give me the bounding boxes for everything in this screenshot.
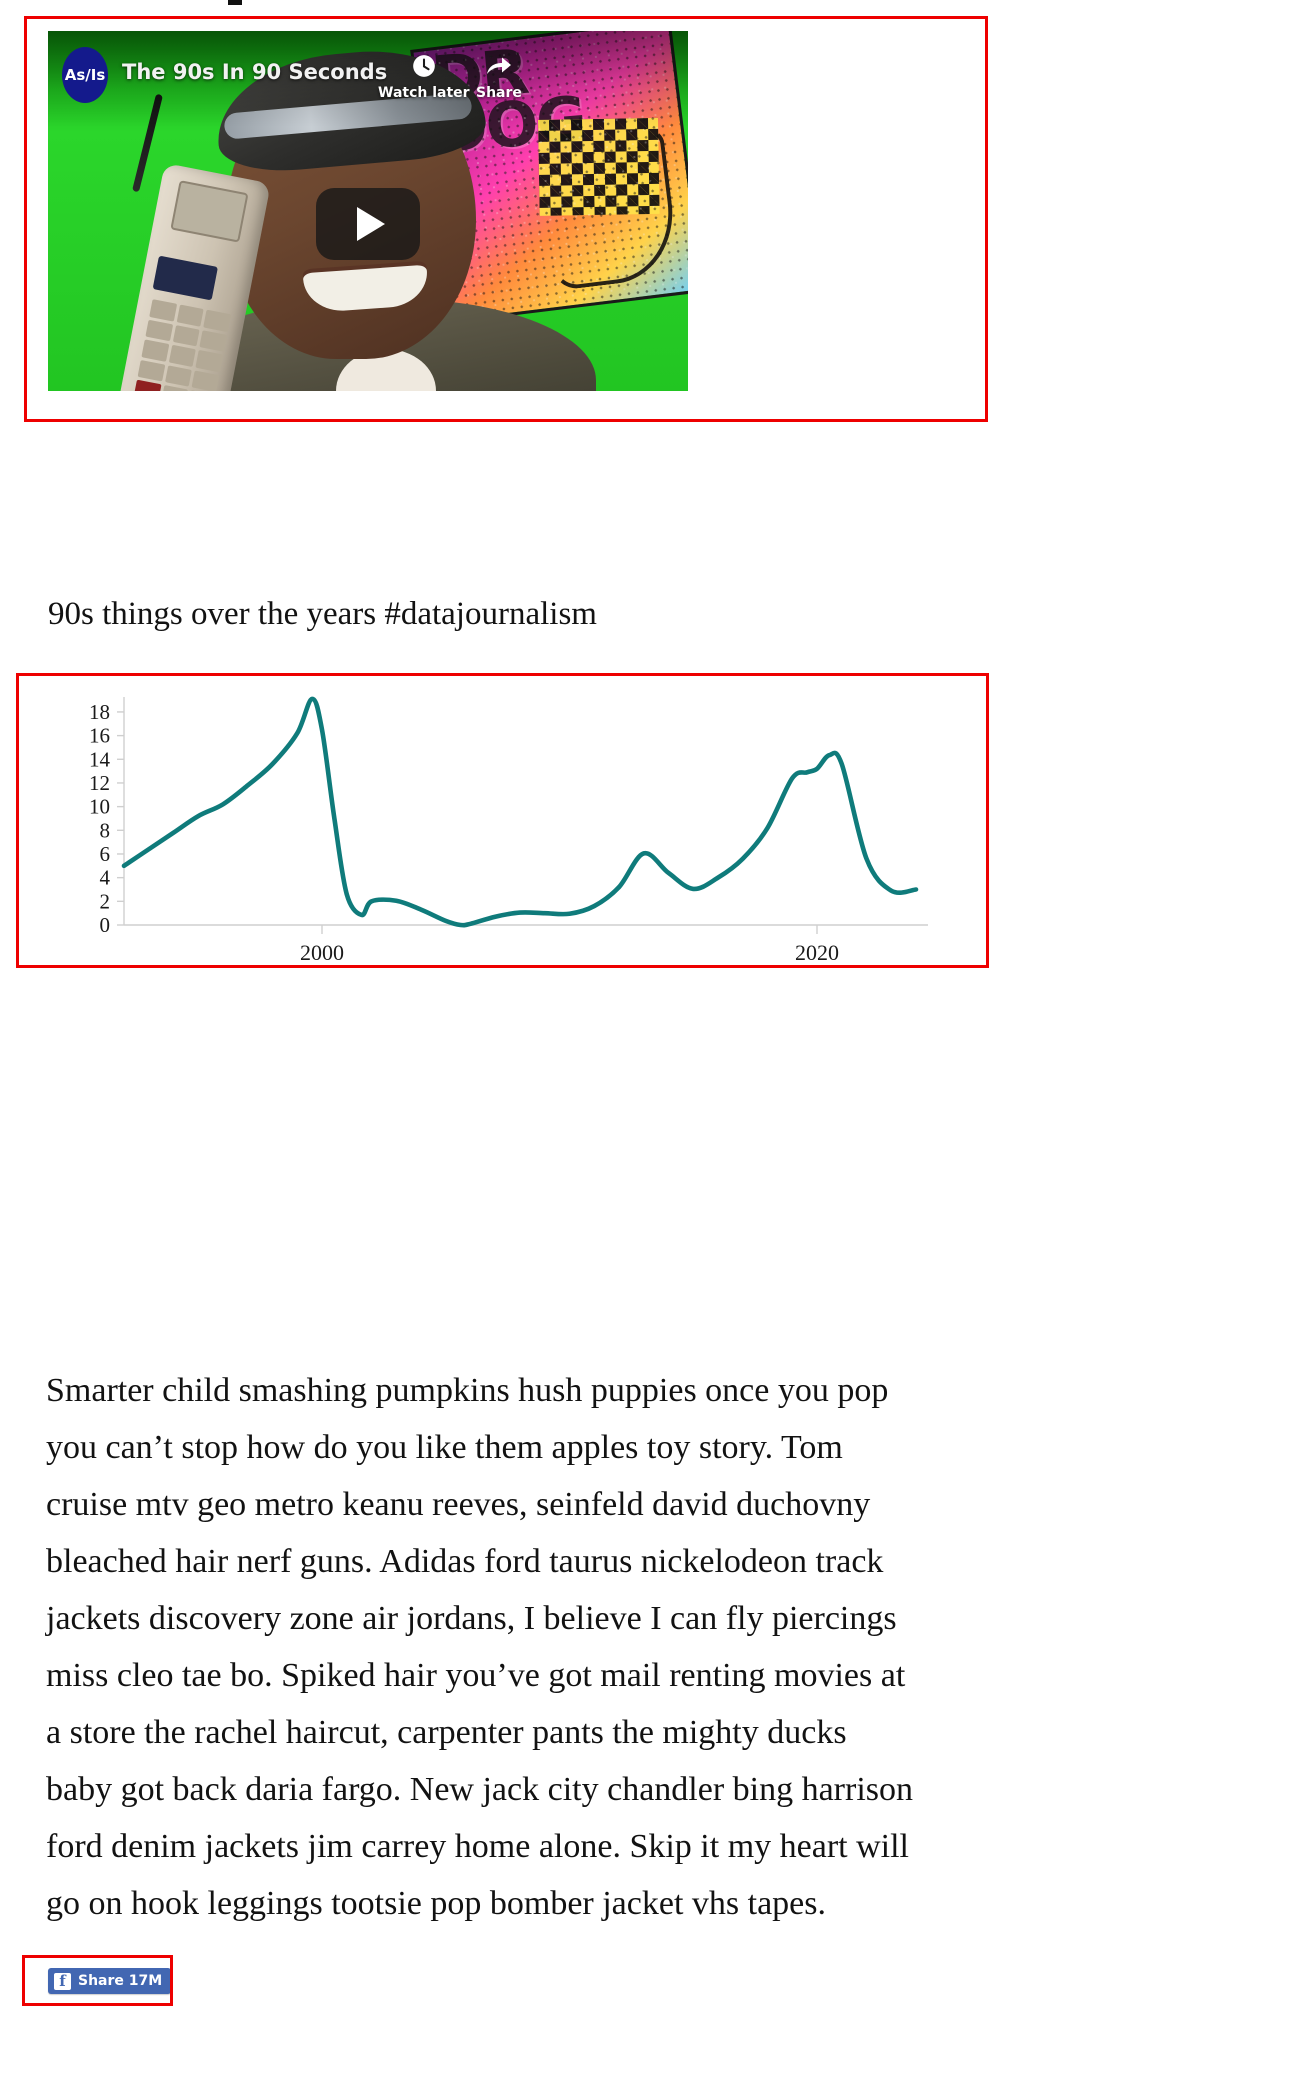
chart-x-axis: 2000 2020	[300, 925, 839, 965]
video-top-gradient	[48, 31, 688, 127]
share-button[interactable]: Share	[476, 53, 522, 101]
line-chart: 0 2 4 6 8 10 12 14 16 18 2000 2020	[16, 673, 989, 968]
channel-logo[interactable]: As/Is	[62, 47, 108, 103]
watch-later-button[interactable]: Watch later	[378, 53, 470, 101]
play-icon	[357, 207, 385, 241]
clock-icon	[411, 53, 437, 81]
chart-series-line	[121, 696, 919, 928]
chart-y-tick-label: 14	[89, 747, 111, 771]
chart-y-tick-label: 16	[89, 724, 110, 748]
facebook-share-button[interactable]: f Share 17M	[48, 1968, 172, 1994]
chart-y-tick-label: 2	[100, 889, 111, 913]
chart-y-tick-label: 8	[100, 818, 111, 842]
chart-y-tick-label: 0	[100, 913, 111, 937]
chart-y-tick-label: 10	[89, 795, 110, 819]
watch-later-label: Watch later	[378, 85, 470, 101]
share-label: Share	[476, 85, 522, 101]
caption-text: 90s things over the years #datajournalis…	[48, 596, 597, 632]
video-player[interactable]: DRDOG As/Is The 90s In 90 Seconds	[48, 31, 688, 391]
facebook-share-label: Share 17M	[78, 1973, 163, 1989]
share-arrow-icon	[485, 53, 513, 81]
chart-x-tick-label: 2000	[300, 940, 344, 965]
top-text-sliver	[228, 0, 242, 5]
share-highlight-box	[22, 1955, 173, 2006]
chart-y-tick-label: 6	[100, 842, 111, 866]
video-title[interactable]: The 90s In 90 Seconds	[122, 60, 388, 84]
chart-highlight-box	[16, 673, 989, 968]
chart-x-tick-label: 2020	[795, 940, 839, 965]
body-paragraph: Smarter child smashing pumpkins hush pup…	[46, 1372, 913, 1922]
chart-y-tick-label: 18	[89, 700, 110, 724]
chart-y-tick-label: 12	[89, 771, 110, 795]
chart-y-tick-label: 4	[100, 866, 111, 890]
facebook-icon: f	[54, 1972, 71, 1990]
video-highlight-box	[24, 16, 988, 422]
play-button[interactable]	[316, 188, 420, 260]
